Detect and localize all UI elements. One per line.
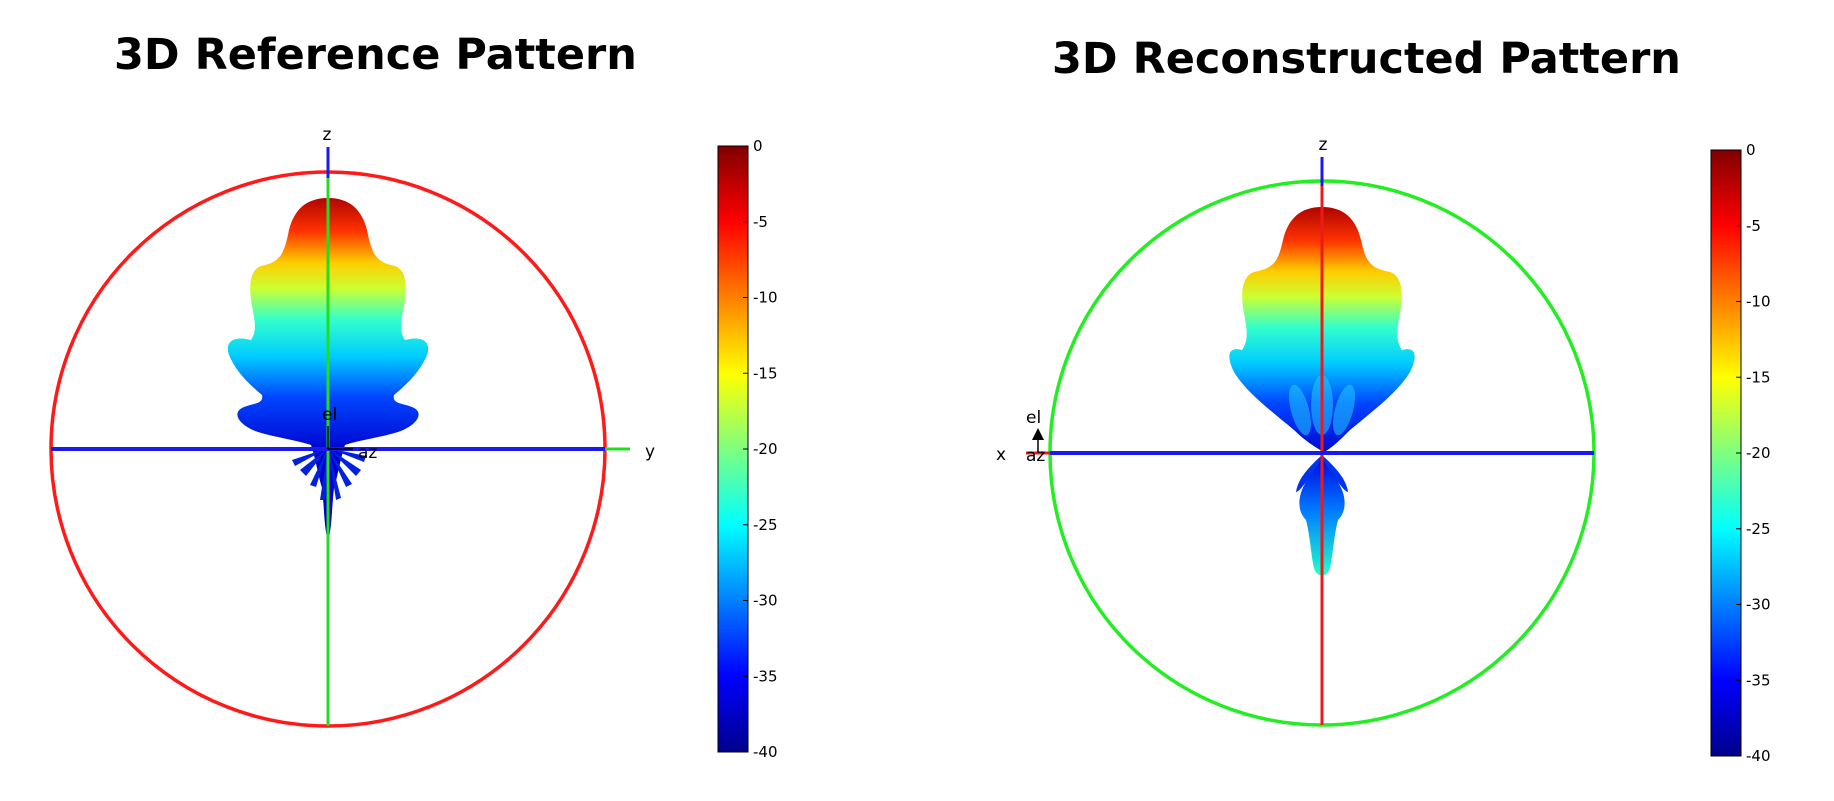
reconstructed-colorbar-tick-label: -35 bbox=[1746, 671, 1771, 689]
reconstructed-colorbar-tick-label: -10 bbox=[1746, 293, 1771, 311]
reconstructed-az-label: az bbox=[1026, 446, 1045, 466]
reference-plot: z y el az bbox=[49, 125, 655, 728]
reconstructed-colorbar-tick-label: -15 bbox=[1746, 368, 1771, 386]
reconstructed-back-sidelobe-left bbox=[1296, 455, 1322, 492]
chart-title-reconstructed: 3D Reconstructed Pattern bbox=[1052, 34, 1681, 84]
reference-az-label: az bbox=[358, 443, 377, 463]
reconstructed-plot: z x el az bbox=[996, 135, 1596, 727]
reconstructed-colorbar-tick-label: -40 bbox=[1746, 747, 1771, 765]
reconstructed-colorbar-tick-label: -20 bbox=[1746, 444, 1771, 462]
reference-colorbar: 0 -5 -10 -15 -20 -25 -30 -35 -40 bbox=[717, 137, 778, 761]
reconstructed-colorbar-tick-label: 0 bbox=[1746, 141, 1756, 159]
reference-y-label: y bbox=[645, 442, 655, 462]
reference-backlobe-fan bbox=[292, 448, 366, 500]
reference-colorbar-tick-label: -10 bbox=[753, 289, 778, 307]
reconstructed-colorbar-tick-label: -25 bbox=[1746, 520, 1771, 538]
reference-colorbar-tick-label: -25 bbox=[753, 516, 778, 534]
reference-colorbar-tick-label: -35 bbox=[753, 667, 778, 685]
reference-colorbar-tick-label: -15 bbox=[753, 364, 778, 382]
reconstructed-el-label: el bbox=[1026, 408, 1041, 428]
reference-el-label: el bbox=[322, 405, 337, 425]
reference-z-label: z bbox=[323, 125, 332, 145]
chart-title-reference: 3D Reference Pattern bbox=[114, 30, 637, 80]
reconstructed-colorbar-tick-label: -30 bbox=[1746, 596, 1771, 614]
reference-colorbar-tick-label: -30 bbox=[753, 592, 778, 610]
reconstructed-z-label: z bbox=[1319, 135, 1328, 155]
reconstructed-x-label: x bbox=[996, 445, 1006, 465]
reference-colorbar-tick-label: -5 bbox=[753, 213, 768, 231]
reference-colorbar-tick-label: -20 bbox=[753, 440, 778, 458]
reference-colorbar-tick-label: 0 bbox=[753, 137, 763, 155]
reconstructed-el-arrowhead bbox=[1032, 428, 1044, 440]
reconstructed-back-sidelobe-right bbox=[1322, 455, 1348, 492]
reference-colorbar-tick-label: -40 bbox=[753, 743, 778, 761]
reconstructed-colorbar: 0 -5 -10 -15 -20 -25 -30 -35 -40 bbox=[1710, 141, 1771, 765]
reconstructed-colorbar-tick-label: -5 bbox=[1746, 217, 1761, 235]
